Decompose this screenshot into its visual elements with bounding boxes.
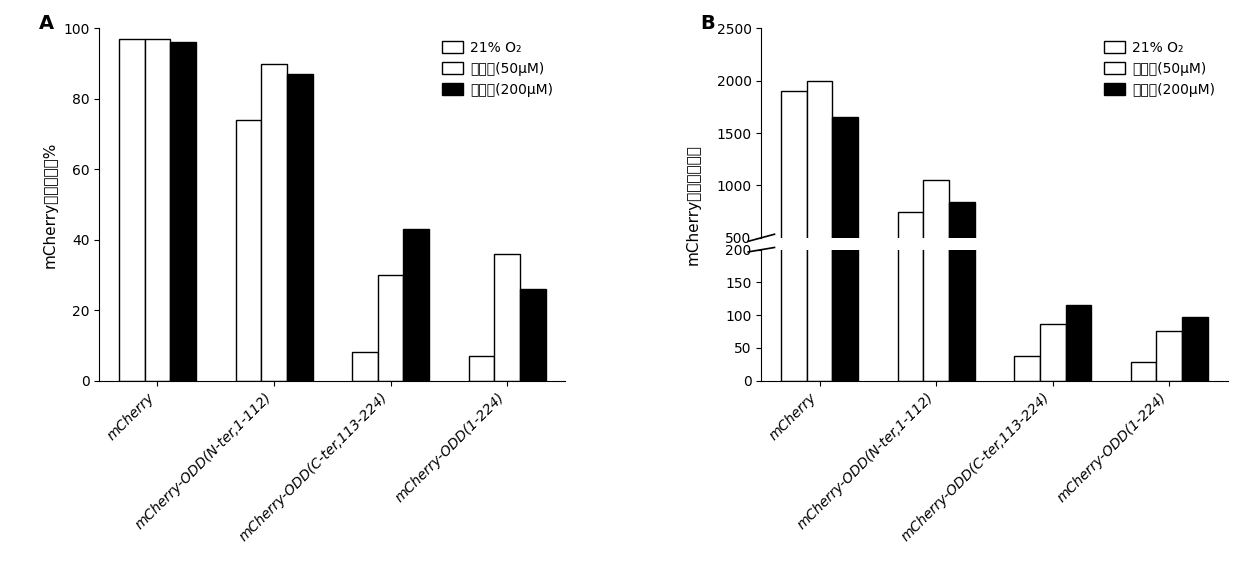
- Bar: [807, 81, 832, 290]
- Bar: [236, 120, 262, 381]
- Bar: [924, 0, 949, 381]
- Bar: [1131, 362, 1157, 381]
- Bar: [145, 39, 170, 381]
- Bar: [352, 352, 378, 381]
- Bar: [170, 43, 196, 381]
- Bar: [781, 0, 807, 381]
- Bar: [949, 202, 975, 290]
- Bar: [1131, 287, 1157, 290]
- Bar: [924, 180, 949, 290]
- Bar: [949, 0, 975, 381]
- Bar: [1182, 280, 1208, 290]
- Bar: [286, 74, 312, 381]
- Bar: [898, 0, 924, 381]
- Bar: [1182, 317, 1208, 381]
- Text: B: B: [701, 14, 715, 33]
- Text: A: A: [38, 14, 53, 34]
- Bar: [262, 64, 286, 381]
- Bar: [520, 289, 546, 381]
- Bar: [1065, 306, 1091, 381]
- Bar: [378, 275, 403, 381]
- Y-axis label: mCherry的阳性比例%: mCherry的阳性比例%: [42, 141, 57, 268]
- Bar: [1040, 324, 1065, 381]
- Bar: [1040, 281, 1065, 290]
- Bar: [495, 254, 520, 381]
- Bar: [403, 229, 429, 381]
- Bar: [119, 39, 145, 381]
- Bar: [1065, 278, 1091, 290]
- Bar: [781, 91, 807, 290]
- Bar: [469, 356, 495, 381]
- Bar: [832, 118, 858, 290]
- Bar: [807, 0, 832, 381]
- Bar: [1014, 286, 1040, 290]
- Bar: [832, 0, 858, 381]
- Legend: 21% O₂, 氯化钓(50μM), 氯化钓(200μM): 21% O₂, 氯化钓(50μM), 氯化钓(200μM): [436, 35, 558, 102]
- Bar: [1157, 282, 1182, 290]
- Bar: [1157, 332, 1182, 381]
- Text: mCherry平均荧光强度: mCherry平均荧光强度: [686, 144, 701, 265]
- Bar: [898, 212, 924, 290]
- Bar: [1014, 356, 1040, 381]
- Legend: 21% O₂, 氯化钓(50μM), 氯化钓(200μM): 21% O₂, 氯化钓(50μM), 氯化钓(200μM): [1099, 35, 1220, 102]
